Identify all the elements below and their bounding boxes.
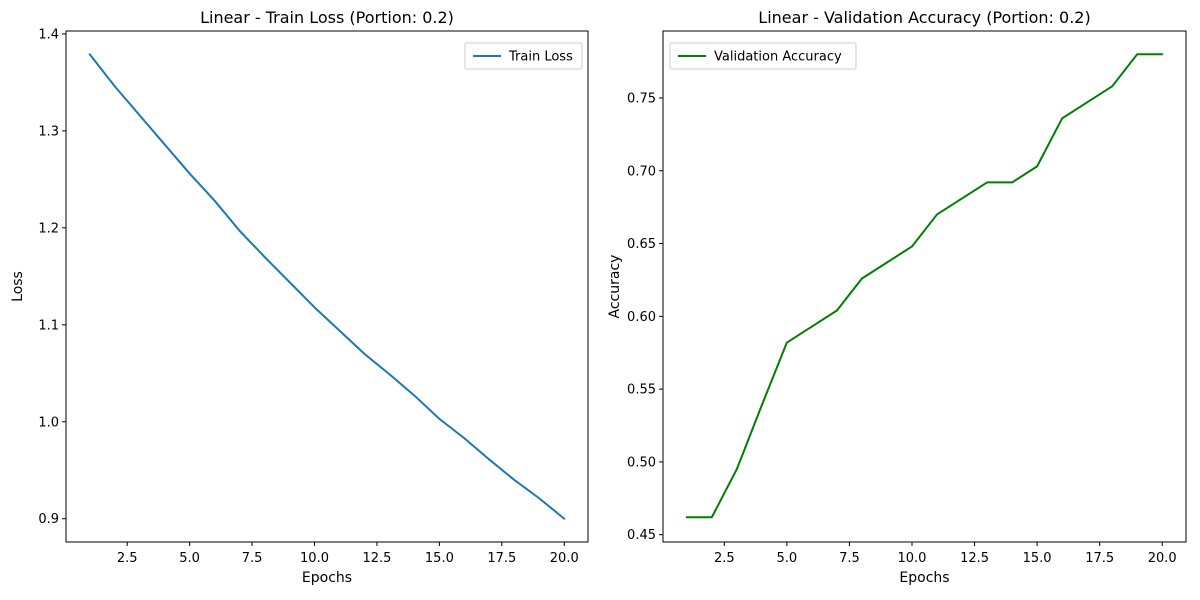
x-axis-label: Epochs (899, 570, 949, 586)
data-point (936, 213, 938, 216)
data-point (138, 114, 141, 117)
data-point (861, 277, 863, 280)
x-axis-label: Epochs (302, 570, 352, 586)
data-point (288, 281, 291, 283)
data-point (1161, 53, 1164, 56)
data-point (538, 497, 541, 500)
data-point (363, 353, 366, 355)
data-point (1061, 117, 1063, 120)
legend-label: Validation Accuracy (714, 50, 842, 65)
data-point (188, 172, 191, 175)
data-point (313, 306, 316, 309)
axes-frame (65, 30, 589, 543)
y-tick-label: 1.1 (38, 318, 59, 333)
data-point (163, 143, 166, 146)
data-point (1111, 85, 1113, 88)
y-axis-label: Loss (10, 271, 26, 302)
y-tick-label: 0.75 (627, 91, 656, 106)
data-point (986, 181, 988, 184)
data-point (886, 261, 888, 264)
x-tick-label: 17.5 (1085, 551, 1114, 566)
data-point (685, 516, 688, 519)
data-point (338, 329, 341, 332)
series-line (88, 53, 566, 520)
data-point (563, 517, 566, 520)
data-point (710, 516, 713, 519)
data-point (1011, 181, 1013, 184)
data-point (1086, 101, 1088, 104)
x-tick-label: 7.5 (242, 551, 263, 566)
data-point (1136, 53, 1139, 56)
data-point (836, 309, 838, 312)
x-tick-label: 12.5 (960, 551, 989, 566)
y-tick-label: 0.60 (627, 310, 656, 325)
y-tick-label: 0.70 (627, 164, 656, 179)
y-tick-label: 1.4 (38, 27, 59, 42)
x-tick-label: 15.0 (1023, 551, 1052, 566)
data-point (263, 256, 266, 258)
data-point (811, 325, 813, 328)
x-tick-label: 15.0 (425, 551, 454, 566)
y-tick-label: 1.2 (38, 221, 59, 236)
y-tick-label: 0.65 (627, 237, 656, 252)
legend-label: Train Loss (508, 50, 573, 65)
y-tick-label: 1.3 (38, 124, 59, 139)
data-point (213, 199, 216, 202)
x-tick-label: 2.5 (117, 551, 138, 566)
data-point (488, 458, 491, 461)
y-tick-label: 0.45 (627, 528, 656, 543)
series-line (685, 53, 1164, 519)
x-tick-label: 10.0 (300, 551, 329, 566)
y-tick-label: 1.0 (38, 415, 59, 430)
data-point (463, 437, 466, 440)
x-tick-label: 5.0 (777, 551, 798, 566)
data-point (438, 418, 441, 420)
data-point (413, 394, 416, 397)
legend-box (464, 42, 583, 70)
x-tick-label: 2.5 (714, 551, 735, 566)
legend-box (669, 42, 857, 70)
x-tick-label: 7.5 (839, 551, 860, 566)
x-tick-label: 17.5 (487, 551, 516, 566)
train-loss-chart: Linear - Train Loss (Portion: 0.2) Epoch… (10, 8, 589, 586)
legend: Train Loss (464, 42, 583, 70)
chart-title: Linear - Validation Accuracy (Portion: 0… (758, 8, 1090, 27)
data-point (761, 404, 763, 406)
data-point (513, 479, 516, 481)
chart-title: Linear - Train Loss (Portion: 0.2) (200, 8, 454, 27)
data-point (786, 341, 788, 344)
data-point (736, 468, 738, 471)
x-tick-label: 20.0 (1148, 551, 1177, 566)
y-tick-label: 0.55 (627, 383, 656, 398)
axes-frame (662, 30, 1187, 543)
data-point (88, 53, 91, 56)
data-point (113, 85, 116, 88)
x-tick-label: 10.0 (898, 551, 927, 566)
y-axis-label: Accuracy (607, 255, 623, 319)
legend: Validation Accuracy (669, 42, 857, 70)
data-point (961, 197, 963, 200)
x-tick-label: 5.0 (179, 551, 200, 566)
data-point (238, 229, 241, 232)
validation-accuracy-chart: Linear - Validation Accuracy (Portion: 0… (607, 8, 1187, 586)
x-tick-label: 12.5 (362, 551, 391, 566)
data-point (388, 373, 391, 376)
y-tick-label: 0.9 (38, 512, 59, 527)
x-tick-label: 20.0 (550, 551, 579, 566)
data-point (1036, 165, 1038, 168)
y-tick-label: 0.50 (627, 455, 656, 470)
data-point (911, 245, 913, 248)
